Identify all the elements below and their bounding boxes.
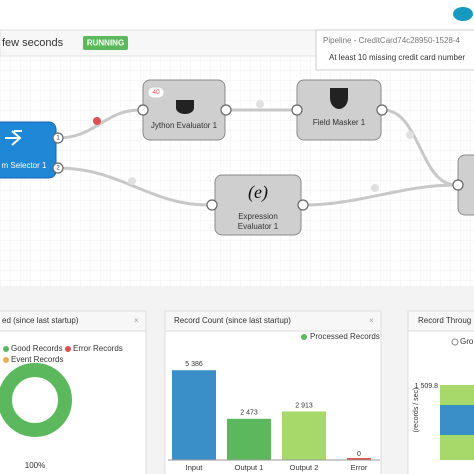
input-port[interactable] xyxy=(206,199,218,211)
status-badge[interactable] xyxy=(83,36,128,50)
panel-title: ed (since last startup) xyxy=(2,316,79,325)
x-tick-label: Output 2 xyxy=(290,463,319,472)
node-icon xyxy=(5,130,22,146)
bar xyxy=(282,411,326,460)
value-label: 0 xyxy=(357,451,361,458)
x-tick-label: Output 1 xyxy=(235,463,264,472)
link-icon[interactable] xyxy=(256,100,264,108)
output-port[interactable] xyxy=(52,132,64,144)
tooltip xyxy=(315,29,474,71)
panel-header xyxy=(164,310,382,332)
donut-label: 100% xyxy=(25,461,45,470)
close-button[interactable]: × xyxy=(369,316,374,325)
throughput-area xyxy=(440,405,474,435)
bar-baseline xyxy=(347,458,371,460)
donut-segment xyxy=(0,363,72,437)
node-label: Jython Evaluator 1 xyxy=(151,121,218,130)
status-text: RUNNING xyxy=(87,39,124,48)
legend-label: Event Records xyxy=(11,355,63,364)
node-icon xyxy=(330,88,348,109)
link-icon[interactable] xyxy=(371,184,379,192)
tooltip-title: Pipeline - CreditCard74c28950-1528-4 xyxy=(323,36,461,45)
legend-label: Gro xyxy=(460,337,474,346)
x-tick-label: Error xyxy=(351,463,368,472)
stream-selector-node[interactable] xyxy=(0,121,57,179)
error-count: 40 xyxy=(152,89,160,96)
legend-swatch xyxy=(3,357,9,363)
x-tick-label: Input xyxy=(186,463,204,472)
output-port[interactable] xyxy=(220,104,232,116)
panel-title: Record Count (since last startup) xyxy=(174,316,291,325)
node-label: m Selector 1 xyxy=(2,161,47,170)
top-bar xyxy=(0,0,474,30)
legend-swatch xyxy=(65,346,71,352)
port-label: 2 xyxy=(56,166,60,172)
link xyxy=(302,183,457,207)
y-tick-label: 1 509.8 xyxy=(415,383,438,390)
panel-header xyxy=(407,310,474,332)
input-port[interactable] xyxy=(452,179,464,191)
input-port[interactable] xyxy=(291,104,303,116)
output-port[interactable] xyxy=(52,162,64,174)
legend-swatch xyxy=(3,346,9,352)
link xyxy=(57,108,141,140)
output-port[interactable] xyxy=(297,199,309,211)
logo xyxy=(453,7,473,21)
output-port[interactable] xyxy=(376,104,388,116)
legend-label: Good Records xyxy=(11,344,63,353)
error-badge xyxy=(147,86,165,99)
link-icon[interactable] xyxy=(406,131,414,139)
value-label: 5 386 xyxy=(185,361,203,368)
legend-swatch xyxy=(301,334,307,340)
legend-swatch xyxy=(451,338,459,346)
node-label: Field Masker 1 xyxy=(313,118,366,127)
node-label: Evaluator 1 xyxy=(238,222,279,231)
value-label: 2 913 xyxy=(295,402,313,409)
panel-title: Record Throug xyxy=(418,316,471,325)
close-button[interactable]: × xyxy=(134,316,139,325)
error-icon[interactable] xyxy=(93,117,101,125)
node-icon: (e) xyxy=(248,182,268,203)
tooltip-message: At least 10 missing credit card number xyxy=(329,53,465,62)
input-port[interactable] xyxy=(137,104,149,116)
bar xyxy=(172,370,216,460)
panel xyxy=(0,310,147,474)
node-label: Expression xyxy=(238,212,278,221)
value-label: 2 473 xyxy=(240,410,258,417)
link-icon[interactable] xyxy=(128,177,136,185)
link xyxy=(57,166,209,207)
link xyxy=(382,108,457,187)
y-axis-label: (records / sec) xyxy=(413,388,420,433)
legend-label: Error Records xyxy=(73,344,123,353)
canvas xyxy=(0,56,474,286)
status-time: few seconds xyxy=(2,37,64,49)
bar xyxy=(227,418,271,460)
node-icon xyxy=(176,100,194,114)
legend-label: Processed Records xyxy=(310,332,380,341)
port-label: 1 xyxy=(56,136,60,142)
panel-header xyxy=(0,310,147,332)
